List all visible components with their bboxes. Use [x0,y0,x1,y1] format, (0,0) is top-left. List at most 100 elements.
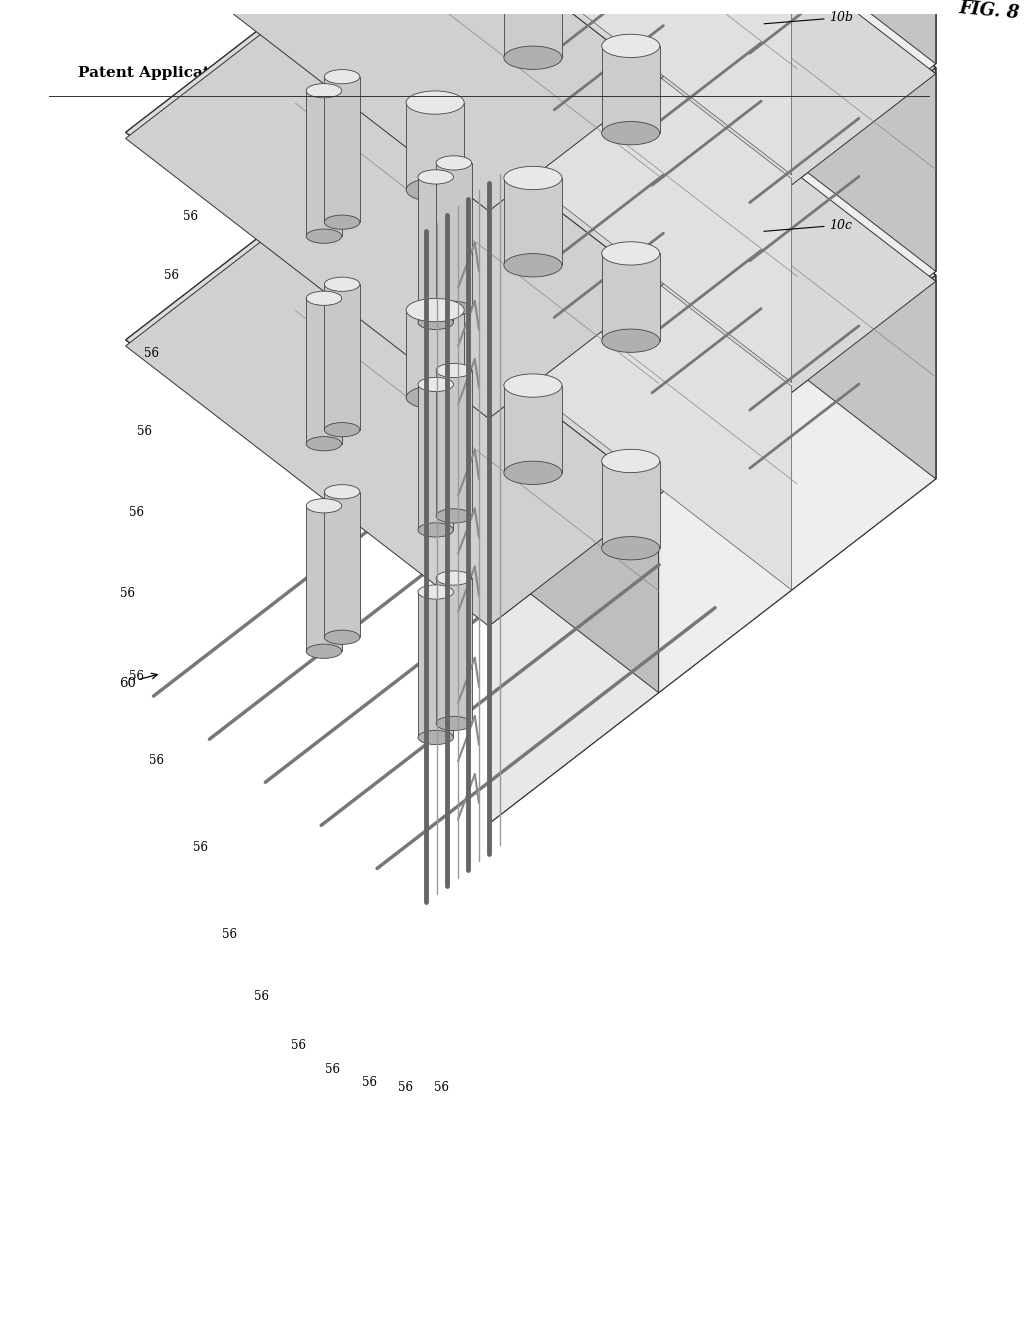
Ellipse shape [407,178,464,202]
Polygon shape [126,0,936,412]
Text: 56: 56 [129,507,144,519]
Text: 10c: 10c [764,219,853,231]
Ellipse shape [602,537,659,560]
Polygon shape [658,74,936,486]
Ellipse shape [602,329,659,352]
Polygon shape [488,495,658,824]
Polygon shape [602,46,659,133]
Text: 10b: 10b [764,11,854,24]
Polygon shape [602,461,659,548]
Text: 60: 60 [119,677,135,690]
Polygon shape [488,288,658,616]
Ellipse shape [602,449,659,473]
Polygon shape [572,0,936,479]
Ellipse shape [407,298,464,322]
Text: 56: 56 [137,425,153,438]
Ellipse shape [418,585,454,599]
Polygon shape [325,284,359,430]
Polygon shape [325,77,359,222]
Polygon shape [325,492,359,638]
Text: 56: 56 [222,928,238,941]
Ellipse shape [418,315,454,330]
Text: 56: 56 [129,669,144,682]
Text: 56: 56 [144,347,159,360]
Ellipse shape [504,461,562,484]
Polygon shape [407,310,464,397]
Polygon shape [126,0,936,620]
Ellipse shape [418,170,454,183]
Ellipse shape [325,630,359,644]
Text: 56: 56 [362,1076,377,1089]
Polygon shape [428,0,792,383]
Ellipse shape [436,508,472,523]
Ellipse shape [504,166,562,190]
Ellipse shape [325,215,359,230]
Ellipse shape [306,437,342,451]
Polygon shape [572,0,936,63]
Ellipse shape [504,46,562,70]
Text: Patent Application Publication: Patent Application Publication [78,66,340,79]
Polygon shape [306,298,342,444]
Ellipse shape [325,422,359,437]
Ellipse shape [418,730,454,744]
Polygon shape [296,0,936,288]
Polygon shape [488,67,936,616]
Polygon shape [296,0,658,277]
Text: 56: 56 [325,1063,340,1076]
Ellipse shape [436,570,472,585]
Text: 56: 56 [434,1081,450,1094]
Polygon shape [504,385,562,473]
Polygon shape [436,578,472,723]
Text: 56: 56 [193,841,208,854]
Polygon shape [306,91,342,236]
Ellipse shape [306,83,342,98]
Polygon shape [296,215,658,693]
Text: 56: 56 [164,268,178,281]
Ellipse shape [306,644,342,659]
Polygon shape [296,8,658,486]
Ellipse shape [418,378,454,392]
Polygon shape [306,506,342,651]
Ellipse shape [407,91,464,115]
Polygon shape [428,0,792,176]
Polygon shape [572,0,936,63]
Ellipse shape [436,301,472,315]
Text: Jul. 9, 2015   Sheet 8 of 12: Jul. 9, 2015 Sheet 8 of 12 [297,66,524,79]
Ellipse shape [504,253,562,277]
Polygon shape [428,106,792,590]
Ellipse shape [436,156,472,170]
Polygon shape [504,0,562,58]
Text: 56: 56 [183,210,198,223]
Text: 56: 56 [291,1039,305,1052]
Ellipse shape [504,374,562,397]
Polygon shape [126,8,658,418]
Polygon shape [602,253,659,341]
Ellipse shape [306,499,342,513]
Polygon shape [436,162,472,309]
Ellipse shape [436,717,472,730]
Ellipse shape [602,242,659,265]
Text: US 2015/0192311 A2: US 2015/0192311 A2 [720,66,899,79]
Text: 56: 56 [148,755,164,767]
Polygon shape [436,371,472,516]
Ellipse shape [306,230,342,243]
Polygon shape [418,177,454,322]
Polygon shape [658,0,936,277]
Ellipse shape [602,121,659,145]
Polygon shape [418,591,454,738]
Polygon shape [488,0,936,409]
Polygon shape [504,178,562,265]
Polygon shape [572,0,936,272]
Polygon shape [296,1,936,495]
Polygon shape [572,1,936,479]
Polygon shape [418,384,454,529]
Text: FIG. 8: FIG. 8 [958,0,1020,22]
Ellipse shape [325,70,359,83]
Ellipse shape [325,277,359,292]
Ellipse shape [436,363,472,378]
Polygon shape [296,0,936,81]
Polygon shape [407,103,464,190]
Polygon shape [488,275,936,824]
Polygon shape [488,81,658,409]
Polygon shape [658,281,936,693]
